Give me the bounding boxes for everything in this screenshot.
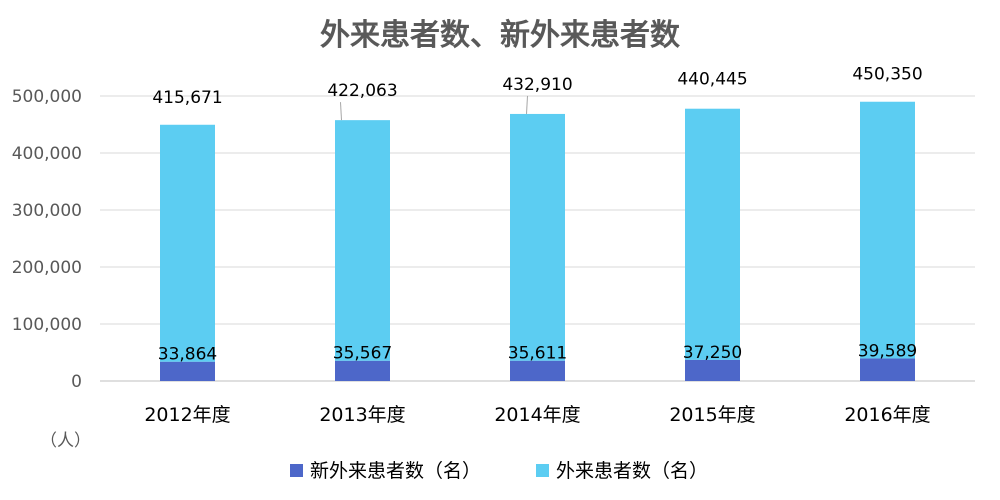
data-label-outpatients: 432,910 (502, 75, 572, 95)
y-tick-label: 500,000 (12, 87, 82, 107)
y-axis-ticks: 0 100,000 200,000 300,000 400,000 500,000 (12, 87, 82, 392)
data-label-new-outpatients: 35,611 (508, 344, 567, 364)
data-label-outpatients: 415,671 (152, 88, 222, 108)
data-label-new-outpatients: 37,250 (683, 343, 742, 363)
chart-title: 外来患者数、新外来患者数 (320, 18, 681, 53)
y-tick-label: 200,000 (12, 258, 82, 278)
x-category-label: 2014年度 (494, 404, 580, 426)
bars (160, 101, 915, 381)
y-tick-label: 0 (71, 372, 82, 392)
bar-segment-outpatients (685, 108, 740, 360)
data-label-outpatients: 422,063 (327, 81, 397, 101)
label-leader-line (340, 102, 342, 121)
bar-segment-outpatients (160, 124, 215, 362)
bar-segment-new-outpatients (160, 361, 215, 381)
legend-item-outpatients: 外来患者数（名） (556, 460, 708, 482)
bar-segment-outpatients (335, 120, 390, 361)
y-tick-label: 300,000 (12, 201, 82, 221)
data-label-outpatients: 440,445 (677, 70, 747, 90)
data-label-new-outpatients: 35,567 (333, 344, 392, 364)
legend-swatch (536, 464, 549, 477)
y-tick-label: 400,000 (12, 144, 82, 164)
legend: 新外来患者数（名） 外来患者数（名） (290, 460, 708, 482)
x-axis-categories: 2012年度 2013年度 2014年度 2015年度 2016年度 (144, 404, 930, 426)
bar-segment-new-outpatients (335, 360, 390, 381)
label-leader-line (526, 95, 528, 114)
x-category-label: 2015年度 (669, 404, 755, 426)
bar-segment-outpatients (510, 113, 565, 361)
bar-segment-new-outpatients (860, 358, 915, 381)
bar-segment-new-outpatients (510, 360, 565, 381)
data-label-new-outpatients: 33,864 (158, 345, 217, 365)
data-label-outpatients: 450,350 (852, 65, 922, 85)
bar-segment-new-outpatients (685, 359, 740, 381)
data-labels: 33,864 415,671 35,567 422,063 35,611 432,910 3… (152, 65, 922, 365)
legend-item-new-outpatients: 新外来患者数（名） (310, 460, 481, 482)
x-category-label: 2012年度 (144, 404, 230, 426)
bar-segment-outpatients (860, 101, 915, 359)
y-axis-unit-label: （人） (40, 431, 91, 451)
data-label-new-outpatients: 39,589 (858, 341, 917, 361)
y-tick-label: 100,000 (12, 315, 82, 335)
x-category-label: 2016年度 (844, 404, 930, 426)
legend-swatch (290, 464, 303, 477)
x-category-label: 2013年度 (319, 404, 405, 426)
